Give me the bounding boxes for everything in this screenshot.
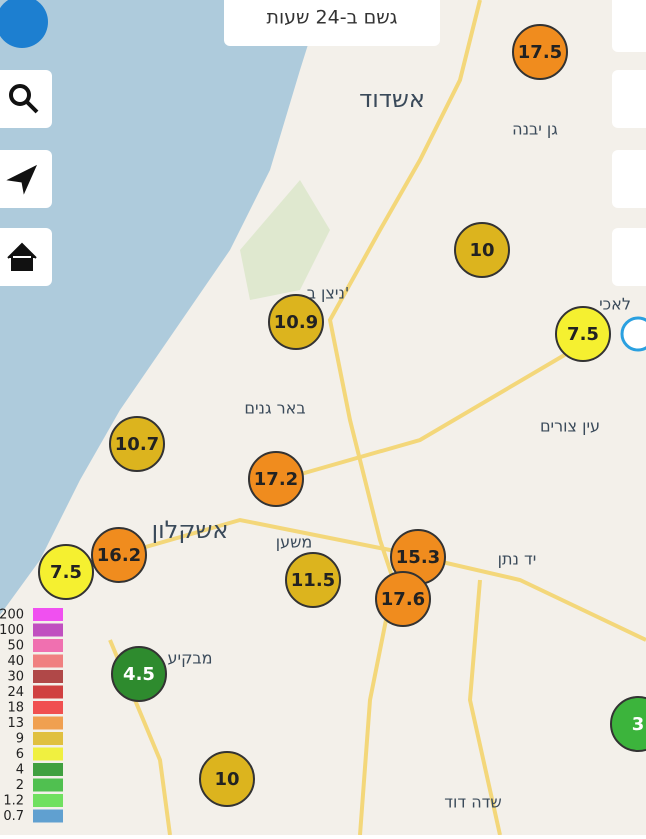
logo	[0, 0, 48, 48]
legend-label: 1.2	[3, 794, 24, 809]
legend-swatch	[33, 701, 63, 714]
legend-label: 4	[16, 763, 24, 778]
home-button[interactable]	[0, 228, 52, 286]
place-label: ניצן ב'	[307, 284, 350, 303]
legend-label: 200	[0, 608, 24, 623]
rain-marker	[610, 696, 646, 752]
rain-value: 7.5	[567, 324, 599, 345]
radar-button[interactable]	[612, 228, 646, 286]
rain-marker	[454, 222, 510, 278]
place-label: אשדוד	[359, 85, 425, 113]
rain-marker	[555, 306, 611, 362]
rain-marker	[91, 527, 147, 583]
legend-label: 6	[16, 747, 24, 762]
place-label: מבקיע	[167, 649, 212, 668]
fullscreen-button[interactable]	[612, 70, 646, 128]
rain-value: 10.9	[274, 312, 318, 333]
legend-label: 0.7	[3, 809, 24, 824]
rain-value: 15.3	[396, 547, 440, 568]
rain-marker	[268, 294, 324, 350]
markers: 17.5 10 10.9 7.5 10.7 17.2 16.2 7.5 15.3 17.6 11.5…	[38, 24, 646, 807]
legend-label: 9	[16, 732, 24, 747]
rain-marker	[109, 416, 165, 472]
legend-swatch	[33, 809, 63, 823]
legend-swatch	[33, 716, 63, 730]
sea	[0, 0, 322, 615]
park	[240, 180, 330, 300]
legend-swatch	[33, 747, 63, 761]
legend-swatch	[33, 654, 63, 668]
roads	[99, 0, 646, 836]
legend-label: 30	[7, 670, 24, 685]
camera-button[interactable]	[612, 150, 646, 208]
rain-value: 10	[469, 240, 494, 261]
legend-swatch	[33, 623, 63, 637]
place-label: שדה דוד	[444, 793, 501, 812]
rain-value: 4.5	[123, 664, 155, 685]
legend-swatch	[33, 763, 63, 776]
rain-value: 17.2	[254, 469, 298, 490]
legend-label: 18	[7, 701, 24, 716]
rain-marker	[285, 552, 341, 608]
places: אשדוד גן יבנה ניצן ב' באר גנים עין צורים אשקל…	[152, 85, 631, 812]
rain-marker	[38, 544, 94, 600]
legend-swatch	[33, 670, 63, 683]
legend-label: 100	[0, 623, 24, 638]
rain-value: 17.6	[381, 589, 425, 610]
legend-label: 50	[7, 639, 24, 654]
place-label: גן יבנה	[512, 120, 558, 139]
place-label: לאכי	[599, 295, 631, 314]
legend-swatch	[33, 685, 63, 699]
rain-value: 11.5	[291, 570, 335, 591]
rain-marker	[199, 751, 255, 807]
legend-swatch	[33, 732, 63, 745]
legend-swatch	[33, 608, 63, 621]
icons	[6, 84, 39, 271]
rain-marker	[248, 451, 304, 507]
rain-marker	[512, 24, 568, 80]
info-button[interactable]	[620, 316, 646, 352]
layers-button[interactable]	[612, 0, 646, 52]
rain-marker	[111, 646, 167, 702]
rain-value: 10	[214, 769, 239, 790]
rain-value: 17.5	[518, 42, 562, 63]
rain-marker	[375, 571, 431, 627]
buttons[interactable]	[0, 0, 646, 286]
title: גשם ב-24 שעות	[266, 7, 397, 29]
legend-label: 13	[7, 716, 24, 731]
place-label: יד נתן	[498, 550, 537, 569]
rain-value: 7.5	[50, 562, 82, 583]
legend-label: 40	[7, 654, 24, 669]
place-label: אשקלון	[152, 516, 229, 544]
place-label: עין צורים	[540, 417, 600, 436]
rain-value: 10.7	[115, 434, 159, 455]
rain-value: 16.2	[97, 545, 141, 566]
legend-label: 2	[16, 778, 24, 793]
place-label: משען	[276, 533, 313, 552]
legend-swatch	[33, 778, 63, 792]
rain-value: 3	[632, 714, 645, 735]
title-box	[224, 0, 440, 46]
place-label: באר גנים	[244, 399, 305, 418]
legend-label: 24	[7, 685, 24, 700]
legend-swatch	[33, 639, 63, 652]
legend-swatch	[33, 794, 63, 807]
